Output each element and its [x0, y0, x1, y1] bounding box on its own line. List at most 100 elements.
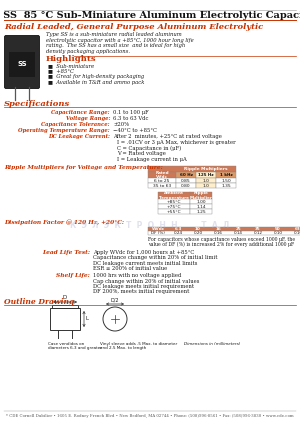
Bar	[196, 178, 216, 183]
Bar	[196, 183, 216, 188]
Text: 0.1 to 100 μF: 0.1 to 100 μF	[113, 110, 149, 115]
Bar	[190, 199, 212, 204]
Text: 1.00: 1.00	[196, 199, 206, 204]
Text: value of DF (%) is increased 2% for every additional 1000 μF: value of DF (%) is increased 2% for ever…	[148, 241, 294, 247]
Text: Capacitance Range:: Capacitance Range:	[51, 110, 110, 115]
Text: 0.80: 0.80	[181, 184, 191, 187]
Text: D/2: D/2	[111, 297, 119, 302]
Text: Rated
VVdc: Rated VVdc	[155, 171, 169, 179]
Bar	[196, 172, 216, 178]
Text: 63: 63	[295, 227, 300, 231]
Text: rating.  The SS has a small size  and is ideal for high: rating. The SS has a small size and is i…	[46, 43, 185, 48]
Text: +75°C: +75°C	[167, 204, 181, 209]
Text: ■  Sub-miniature: ■ Sub-miniature	[48, 63, 94, 68]
Text: SS: SS	[17, 61, 27, 67]
Text: ESR ≤ 200% of initial value: ESR ≤ 200% of initial value	[93, 266, 167, 272]
Text: +55°C: +55°C	[167, 210, 181, 213]
Text: C = Capacitance in (μF): C = Capacitance in (μF)	[117, 145, 181, 151]
Text: 6 to 25: 6 to 25	[154, 178, 170, 182]
Text: 0.14: 0.14	[234, 231, 242, 235]
Text: 1000 hrs with no voltage applied: 1000 hrs with no voltage applied	[93, 273, 182, 278]
Text: Operating Temperature Range:: Operating Temperature Range:	[18, 128, 110, 133]
Text: 1.0: 1.0	[202, 184, 209, 187]
Text: Radial Leaded, General Purpose Aluminum Electrolytic: Radial Leaded, General Purpose Aluminum …	[4, 23, 263, 31]
Text: 35 to 63: 35 to 63	[153, 184, 171, 187]
Text: 0.85: 0.85	[181, 178, 191, 182]
Text: Dimensions in (millimeters): Dimensions in (millimeters)	[184, 342, 240, 346]
Text: ■  Great for high-density packaging: ■ Great for high-density packaging	[48, 74, 144, 79]
Text: Specifications: Specifications	[4, 100, 70, 108]
Text: Voltage Range:: Voltage Range:	[65, 116, 110, 121]
Text: 16: 16	[215, 227, 221, 231]
Text: For capacitors whose capacitance values exceed 1000 μF, the: For capacitors whose capacitance values …	[148, 237, 295, 242]
Text: Apply WVdc for 1,000 hours at +85°C: Apply WVdc for 1,000 hours at +85°C	[93, 250, 194, 255]
Text: +85°C: +85°C	[167, 199, 181, 204]
Text: 35: 35	[255, 227, 261, 231]
Bar	[148, 166, 236, 172]
Bar	[148, 227, 300, 231]
Text: К  Э  Л  Э  К  Т  Р  О  Н  Н         Т  А  Л: К Э Л Э К Т Р О Н Н Т А Л	[70, 221, 230, 230]
Bar	[158, 192, 212, 199]
Text: Ripple
Multiplier: Ripple Multiplier	[190, 191, 212, 200]
Bar	[52, 305, 78, 308]
Bar	[9, 52, 35, 77]
Text: Highlights: Highlights	[46, 55, 97, 63]
Text: DF (%): DF (%)	[151, 231, 165, 235]
Text: 60 Hz: 60 Hz	[179, 173, 193, 177]
Text: 0.16: 0.16	[214, 231, 223, 235]
Text: Cap change within 20% of initial values: Cap change within 20% of initial values	[93, 278, 200, 283]
Text: 0.12: 0.12	[254, 231, 262, 235]
Text: Type SS  85 °C Sub-Miniature Aluminum Electrolytic Capacitors: Type SS 85 °C Sub-Miniature Aluminum Ele…	[0, 11, 300, 20]
Text: electrolytic capacitor with a +85°C, 1000 hour long life: electrolytic capacitor with a +85°C, 100…	[46, 37, 194, 42]
Text: 1.50: 1.50	[221, 178, 231, 182]
Text: 1.35: 1.35	[221, 184, 231, 187]
Text: 50: 50	[275, 227, 281, 231]
Text: Case vendidos on: Case vendidos on	[48, 342, 84, 346]
Text: 6.3: 6.3	[174, 227, 182, 231]
Bar	[158, 209, 190, 214]
Text: and 2.5 Max. to length: and 2.5 Max. to length	[100, 346, 146, 350]
Text: ■  +85°C: ■ +85°C	[48, 68, 74, 74]
Text: ■  Available in T&R and ammo pack: ■ Available in T&R and ammo pack	[48, 79, 144, 85]
Text: 1 kHz: 1 kHz	[220, 173, 232, 177]
Text: 6.3 to 63 Vdc: 6.3 to 63 Vdc	[113, 116, 148, 121]
Text: DC leakage current meets initial limits: DC leakage current meets initial limits	[93, 261, 197, 266]
Text: After 2  minutes, +25°C at rated voltage: After 2 minutes, +25°C at rated voltage	[113, 134, 222, 139]
Text: 0.10: 0.10	[293, 231, 300, 235]
Text: D: D	[63, 295, 67, 300]
Text: Vinyl sleeve adds .5 Max. to diameter: Vinyl sleeve adds .5 Max. to diameter	[100, 342, 177, 346]
Bar	[176, 178, 196, 183]
Text: DC leakage meets initial requirement: DC leakage meets initial requirement	[93, 284, 194, 289]
Bar	[190, 204, 212, 209]
FancyBboxPatch shape	[4, 36, 40, 88]
Text: ±20%: ±20%	[113, 122, 129, 127]
Bar	[216, 172, 236, 178]
Bar	[190, 209, 212, 214]
Text: V = Rated voltage: V = Rated voltage	[117, 151, 166, 156]
Text: 1.25: 1.25	[196, 210, 206, 213]
Text: DF 200%, meets initial requirement: DF 200%, meets initial requirement	[93, 289, 189, 295]
Bar	[176, 172, 196, 178]
Text: I = .01CV or 3 μA Max, whichever is greater: I = .01CV or 3 μA Max, whichever is grea…	[117, 140, 236, 145]
Bar	[148, 172, 176, 178]
Text: I = Leakage current in μA: I = Leakage current in μA	[117, 156, 187, 162]
Text: Dissipation Factor @ 120 Hz, +20°C:: Dissipation Factor @ 120 Hz, +20°C:	[4, 219, 124, 225]
Text: 25: 25	[235, 227, 241, 231]
Text: WVdc: WVdc	[152, 227, 165, 231]
Text: 10: 10	[195, 227, 201, 231]
Text: −40°C to +85°C: −40°C to +85°C	[113, 128, 157, 133]
Bar	[158, 204, 190, 209]
Text: 1.14: 1.14	[196, 204, 206, 209]
Bar	[216, 178, 236, 183]
Text: Capacitance Tolerance:: Capacitance Tolerance:	[41, 122, 110, 127]
Text: * CDE Cornell Dubilier • 1605 E. Rodney French Blvd • New Bedford, MA 02744 • Ph: * CDE Cornell Dubilier • 1605 E. Rodney …	[6, 414, 294, 418]
Text: Capacitance change within 20% of initial limit: Capacitance change within 20% of initial…	[93, 255, 218, 261]
Text: Ripple Multipliers for Voltage and Temperature:: Ripple Multipliers for Voltage and Tempe…	[4, 165, 163, 170]
Bar	[148, 231, 300, 235]
Bar	[148, 183, 176, 188]
Text: density packaging applications.: density packaging applications.	[46, 48, 130, 54]
Bar	[148, 178, 176, 183]
Text: Outline Drawing: Outline Drawing	[4, 298, 74, 306]
Bar	[50, 308, 80, 330]
Text: diameters 6.3 and greater: diameters 6.3 and greater	[48, 346, 102, 350]
